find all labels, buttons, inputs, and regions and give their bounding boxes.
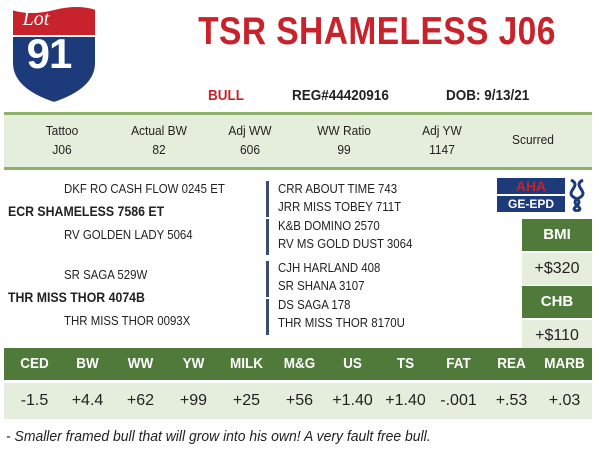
pedigree-bracket	[266, 299, 269, 335]
chb-value: +$110	[522, 320, 592, 352]
performance-stats: Tattoo J06 Actual BW 82 Adj WW 606 WW Ra…	[4, 112, 592, 170]
epd-value-milk: +25	[232, 392, 261, 409]
animal-name: TSR SHAMELESS J06	[198, 10, 556, 53]
pedigree-dam: THR MISS THOR 4074B	[8, 289, 145, 305]
pedigree-sire-dam: RV GOLDEN LADY 5064	[64, 227, 193, 242]
pedigree-sire-dam-sire: K&B DOMINO 2570	[278, 218, 380, 233]
epd-value-marb: +.03	[548, 392, 581, 409]
stat-label: Adj WW	[228, 123, 272, 138]
stat-label: WW Ratio	[317, 123, 371, 138]
stat-adj-ww: Adj WW 606	[213, 121, 287, 159]
pedigree-dam-sire-sire: CJH HARLAND 408	[278, 260, 381, 275]
epd-value-fat: -.001	[440, 392, 477, 409]
bmi-value: +$320	[522, 253, 592, 285]
epd-value-row: -1.5 +4.4 +62 +99 +25 +56 +1.40 +1.40 -.…	[4, 383, 592, 419]
epd-value-rea: +.53	[495, 392, 528, 409]
pedigree-dam-sire-dam: SR SHANA 3107	[278, 278, 365, 293]
epd-header-marb: MARB	[544, 355, 585, 372]
stat-scurred: Scurred	[492, 130, 575, 149]
lot-label: Lot	[22, 8, 50, 30]
pedigree-sire-sire-sire: CRR ABOUT TIME 743	[278, 181, 398, 196]
epd-header-ced: CED	[20, 355, 49, 372]
sale-comment: - Smaller framed bull that will grow int…	[6, 428, 431, 445]
epd-header-us: US	[343, 355, 362, 372]
epd-header-mg: M&G	[283, 355, 316, 372]
pedigree-dam-dam-dam: THR MISS THOR 8170U	[278, 315, 405, 330]
epd-header-yw: YW	[182, 355, 205, 372]
pedigree-dam-sire: SR SAGA 529W	[64, 267, 148, 282]
stat-actual-bw: Actual BW 82	[118, 121, 201, 159]
pedigree-dam-dam: THR MISS THOR 0093X	[64, 313, 191, 328]
pedigree-sire-sire: DKF RO CASH FLOW 0245 ET	[64, 181, 225, 196]
pedigree-bracket	[266, 261, 269, 297]
epd-value-us: +1.40	[332, 392, 373, 409]
stat-label: Scurred	[512, 132, 554, 147]
logo-text-ge-epd: GE-EPD	[508, 197, 554, 211]
stat-value: 82	[152, 142, 166, 157]
epd-header-ts: TS	[396, 355, 415, 372]
epd-header-rea: REA	[497, 355, 526, 372]
stat-ww-ratio: WW Ratio 99	[305, 121, 382, 159]
stat-tattoo: Tattoo J06	[25, 121, 99, 159]
lot-shield-icon	[11, 5, 97, 105]
stat-label: Adj YW	[422, 123, 462, 138]
chb-label: CHB	[522, 286, 592, 318]
pedigree-bracket	[266, 219, 269, 255]
stat-value: 606	[240, 142, 260, 157]
registration-number: REG#44420916	[292, 87, 389, 104]
epd-value-ced: -1.5	[20, 392, 49, 409]
lot-number: 91	[26, 30, 73, 77]
epd-value-ww: +62	[126, 392, 155, 409]
pedigree-bracket	[266, 181, 269, 217]
bmi-label: BMI	[522, 219, 592, 251]
epd-header-bw: BW	[76, 355, 99, 372]
pedigree-dam-dam-sire: DS SAGA 178	[278, 297, 351, 312]
stat-value: 99	[337, 142, 351, 157]
logo-text-aha: AHA	[516, 178, 546, 194]
stat-label: Tattoo	[45, 123, 79, 138]
epd-header-row: CED BW WW YW MILK M&G US TS FAT REA MARB	[4, 348, 592, 380]
pedigree-sire-dam-dam: RV MS GOLD DUST 3064	[278, 236, 413, 251]
epd-header-milk: MILK	[229, 355, 263, 372]
date-of-birth: DOB: 9/13/21	[446, 87, 530, 104]
pedigree-sire-sire-dam: JRR MISS TOBEY 711T	[278, 199, 402, 214]
stat-adj-yw: Adj YW 1147	[405, 121, 479, 159]
stat-label: Actual BW	[131, 123, 187, 138]
epd-header-fat: FAT	[446, 355, 471, 372]
stat-value: 1147	[429, 142, 455, 157]
aha-ge-epd-logo: AHA GE-EPD	[497, 178, 591, 212]
epd-value-yw: +99	[179, 392, 208, 409]
sex-label: BULL	[208, 87, 244, 104]
pedigree-sire: ECR SHAMELESS 7586 ET	[8, 203, 165, 219]
epd-value-bw: +4.4	[71, 392, 104, 409]
epd-value-ts: +1.40	[385, 392, 426, 409]
epd-header-ww: WW	[127, 355, 154, 372]
epd-value-mg: +56	[285, 392, 314, 409]
stat-value: J06	[52, 142, 72, 157]
